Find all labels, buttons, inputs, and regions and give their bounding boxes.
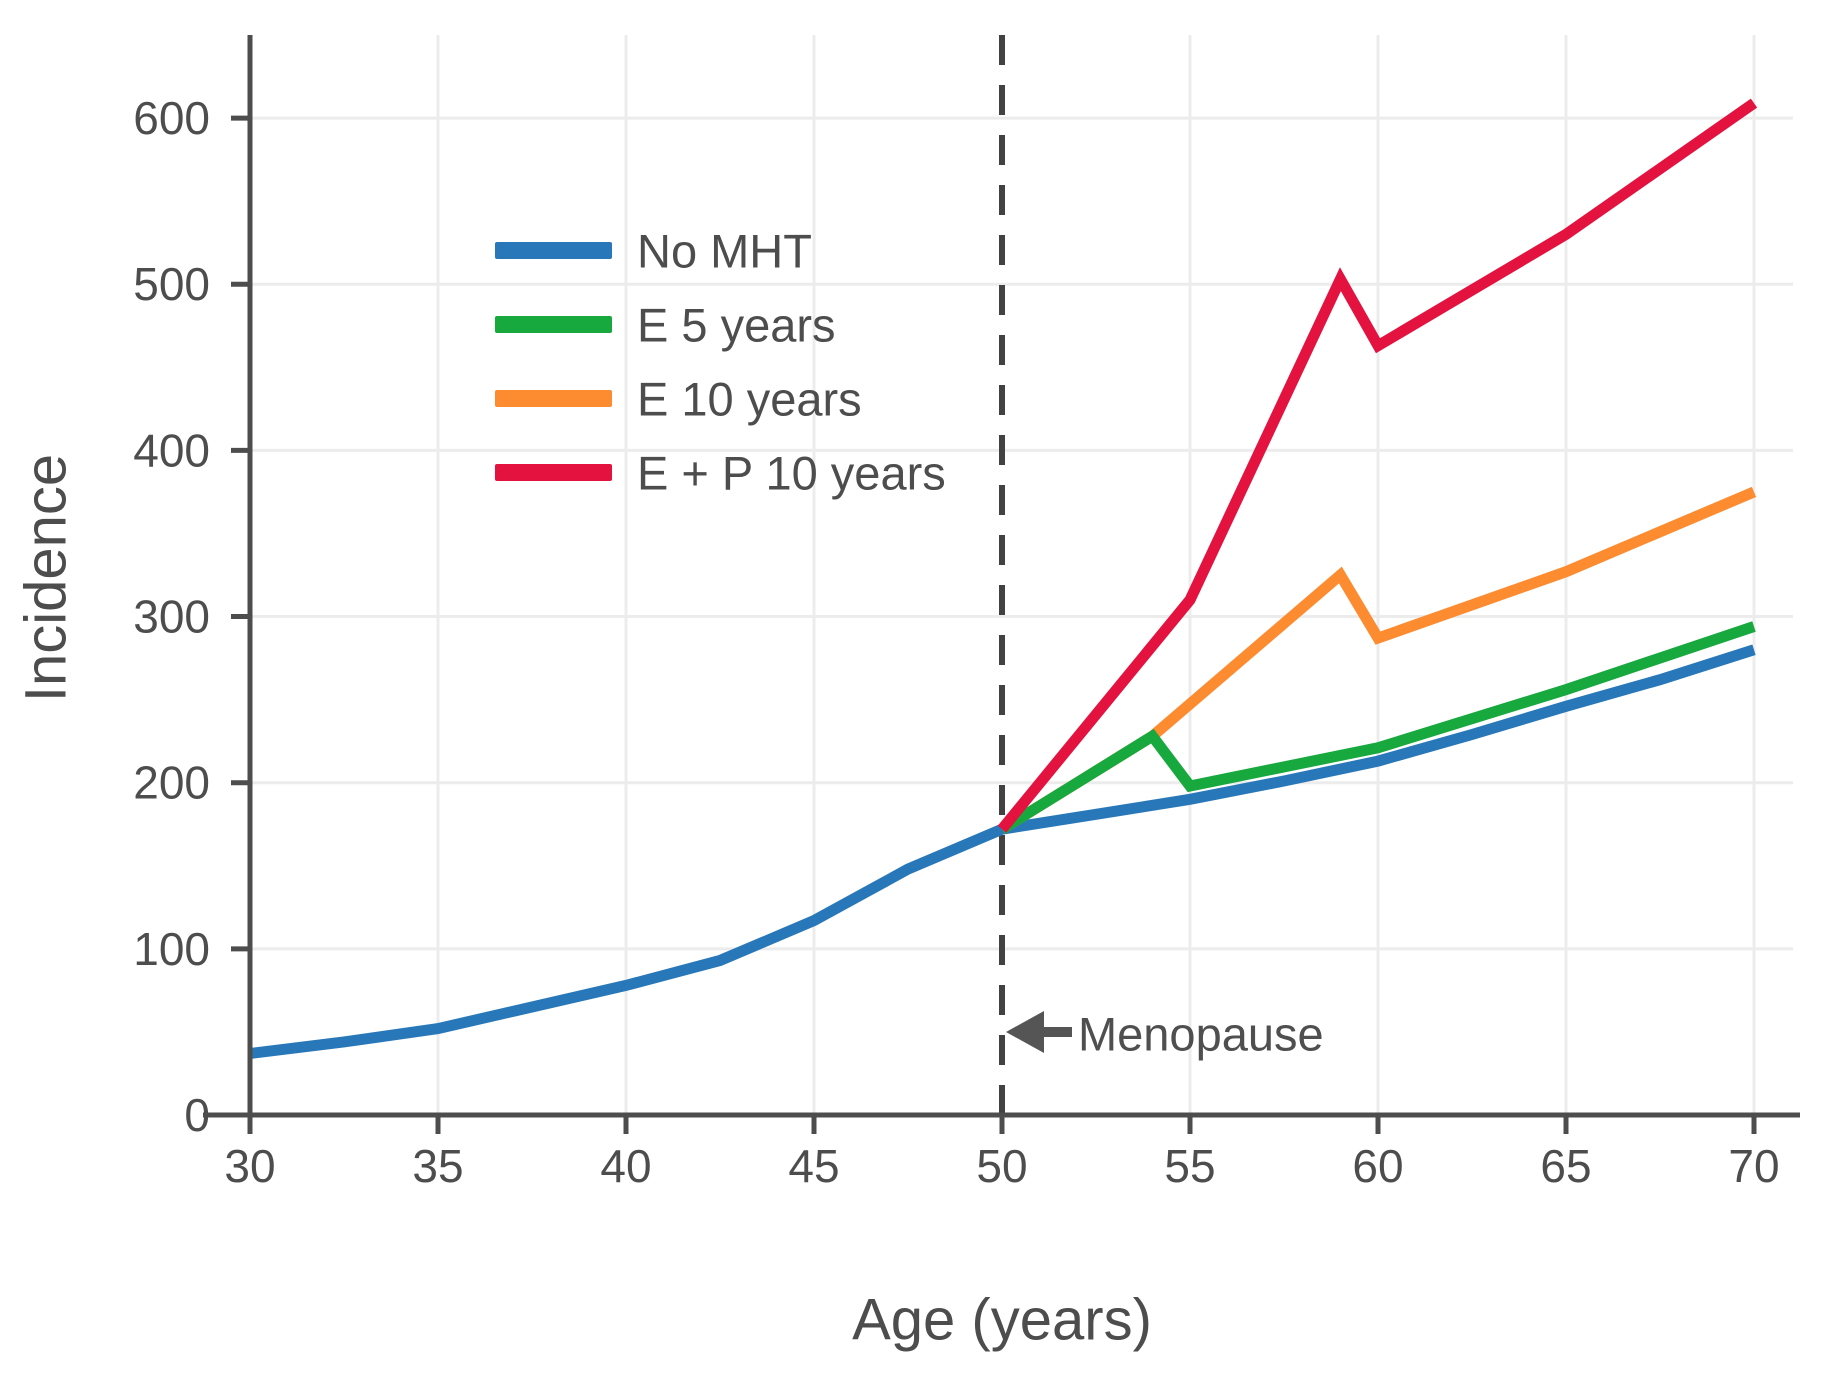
- series-line-e-p-10-years: [997, 98, 1758, 833]
- x-tick-label: 40: [600, 1140, 651, 1192]
- axes: [203, 35, 1800, 1134]
- y-tick-label: 200: [133, 757, 210, 809]
- y-tick-label: 0: [184, 1089, 210, 1141]
- x-tick-label: 70: [1728, 1140, 1779, 1192]
- series-lines: [249, 98, 1758, 1059]
- legend-swatch-e-p-10-years: [495, 464, 612, 481]
- y-tick-label: 600: [133, 92, 210, 144]
- menopause-annotation: Menopause: [1006, 1008, 1324, 1061]
- legend-label-e-5-years: E 5 years: [637, 299, 836, 352]
- legend-label-e-10-years: E 10 years: [637, 373, 862, 426]
- legend-label-e-p-10-years: E + P 10 years: [637, 447, 946, 500]
- legend-swatch-no-mht: [495, 242, 612, 259]
- x-tick-label: 45: [788, 1140, 839, 1192]
- x-axis-title: Age (years): [852, 1288, 1152, 1353]
- y-tick-label: 400: [133, 424, 210, 476]
- legend-label-no-mht: No MHT: [637, 225, 812, 278]
- y-tick-label: 500: [133, 258, 210, 310]
- series-line-e-5-years: [999, 621, 1756, 834]
- x-tick-label: 55: [1164, 1140, 1215, 1192]
- menopause-label: Menopause: [1078, 1008, 1324, 1061]
- tick-labels: 30 35 40 45 50 55 60 65 70 0 100 200 300 400 500 600: [133, 92, 1779, 1192]
- y-axis-title: Incidence: [14, 454, 79, 702]
- left-arrow-icon: [1006, 1011, 1072, 1053]
- x-tick-label: 35: [412, 1140, 463, 1192]
- x-tick-label: 65: [1540, 1140, 1591, 1192]
- x-tick-label: 60: [1352, 1140, 1403, 1192]
- legend: No MHT E 5 years E 10 years E + P 10 yea…: [495, 225, 946, 500]
- y-tick-label: 100: [133, 923, 210, 975]
- y-tick-label: 300: [133, 591, 210, 643]
- x-tick-label: 50: [976, 1140, 1027, 1192]
- legend-swatch-e-5-years: [495, 316, 612, 333]
- x-tick-label: 30: [224, 1140, 275, 1192]
- legend-swatch-e-10-years: [495, 390, 612, 407]
- legend-swatches: [495, 242, 612, 481]
